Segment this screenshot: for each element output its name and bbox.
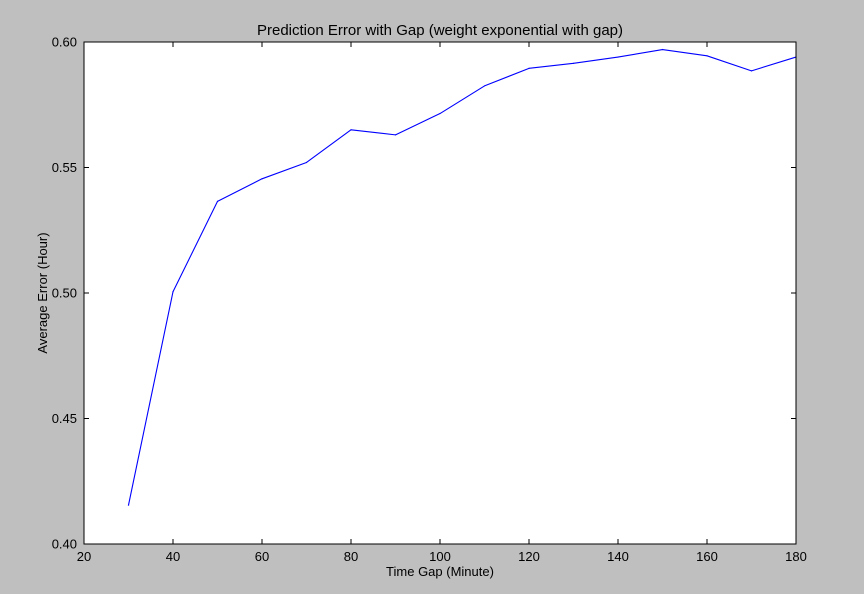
x-tick-label: 160 (696, 549, 718, 564)
y-tick-label: 0.45 (52, 411, 77, 426)
plot-frame (83, 41, 797, 545)
series-points (127, 48, 797, 506)
y-tick-label: 0.40 (52, 537, 77, 552)
chart-title: Prediction Error with Gap (weight expone… (257, 22, 623, 39)
series-line (127, 48, 797, 506)
data-point (439, 112, 441, 115)
data-point (127, 504, 130, 506)
x-tick-label: 20 (77, 549, 91, 564)
x-axis-label: Time Gap (Minute) (386, 564, 494, 579)
data-point (750, 70, 753, 72)
plot-area (84, 42, 796, 544)
data-point (394, 134, 397, 136)
data-point (617, 56, 619, 58)
data-point (305, 161, 308, 164)
x-ticks: 20 40 60 80 100 120 140 160 180 (77, 42, 807, 564)
data-point (261, 178, 263, 180)
y-tick-label: 0.50 (52, 286, 77, 301)
y-tick-label: 0.55 (52, 160, 77, 175)
x-tick-label: 100 (429, 549, 451, 564)
x-tick-label: 80 (344, 549, 358, 564)
data-point (216, 200, 219, 202)
data-point (350, 129, 352, 131)
data-point (706, 55, 708, 57)
data-point (172, 291, 174, 293)
y-tick-label: 0.60 (52, 35, 77, 50)
x-tick-label: 120 (518, 549, 540, 564)
x-tick-label: 140 (607, 549, 629, 564)
y-axis-label: Average Error (Hour) (35, 232, 50, 353)
data-point (661, 48, 664, 51)
x-tick-label: 180 (785, 549, 807, 564)
data-point (483, 85, 486, 87)
x-tick-label: 60 (255, 549, 269, 564)
data-point (528, 67, 530, 69)
data-point (572, 62, 575, 64)
x-tick-label: 40 (166, 549, 180, 564)
y-ticks: 0.40 0.45 0.50 0.55 0.60 (52, 35, 796, 552)
